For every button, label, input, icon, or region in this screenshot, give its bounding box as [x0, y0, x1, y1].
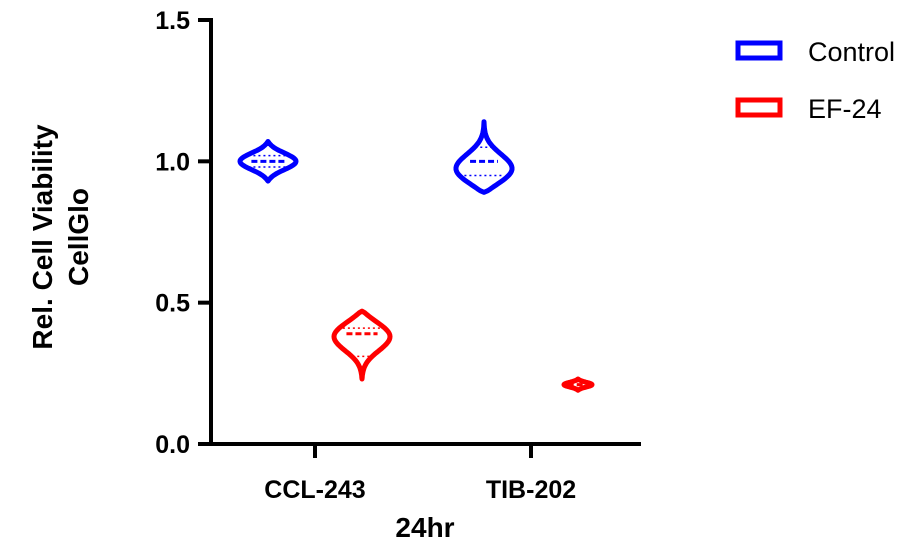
violin-control-ccl-243: [237, 139, 299, 184]
violin-ef24-ccl-243: [331, 308, 393, 382]
x-axis-title: 24hr: [395, 512, 454, 543]
violin-outline: [453, 119, 515, 195]
legend-label-ef24: EF-24: [808, 94, 882, 124]
legend-swatch-ef24: [735, 97, 783, 118]
legend-swatch-control: [735, 40, 783, 61]
violin-outline: [561, 376, 595, 393]
violin-outline: [237, 139, 299, 184]
violin-plot-area: [237, 119, 595, 393]
legend: Control EF-24: [735, 37, 895, 124]
violin-ef24-tib-202: [561, 376, 595, 393]
violin-control-tib-202: [453, 119, 515, 195]
y-tick-label: 1.0: [155, 148, 190, 176]
y-tick-label: 0.5: [155, 290, 190, 318]
y-tick-label: 0.0: [155, 431, 190, 459]
y-axis-ticks: 0.0 0.5 1.0 1.5: [155, 7, 211, 459]
y-axis-title-line-2: CellGlo: [63, 188, 94, 286]
y-axis-title: Rel. Cell Viability CellGlo: [27, 124, 94, 350]
legend-item-ef24: EF-24: [735, 94, 882, 124]
x-tick-label: CCL-243: [264, 476, 365, 504]
violin-outline: [331, 308, 393, 382]
legend-item-control: Control: [735, 37, 895, 67]
legend-label-control: Control: [808, 37, 895, 67]
y-tick-label: 1.5: [155, 7, 190, 35]
x-axis-ticks: CCL-243 TIB-202: [264, 444, 576, 504]
y-axis-title-line-1: Rel. Cell Viability: [27, 124, 58, 350]
x-tick-label: TIB-202: [486, 476, 576, 504]
